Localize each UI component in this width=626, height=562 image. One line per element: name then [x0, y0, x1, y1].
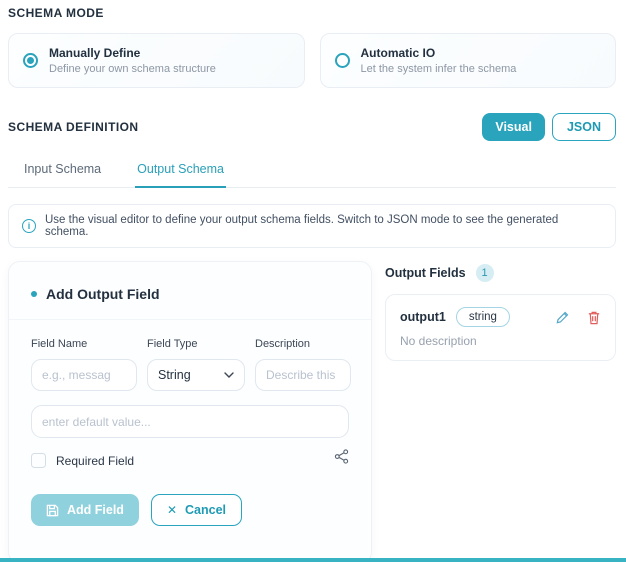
description-label: Description — [255, 338, 311, 350]
share-nodes-icon[interactable] — [334, 449, 349, 464]
info-banner: i Use the visual editor to define your o… — [8, 204, 616, 248]
schema-definition-header: SCHEMA DEFINITION Visual JSON — [8, 113, 616, 141]
output-fields-count-badge: 1 — [475, 264, 494, 282]
bottom-accent-bar — [0, 558, 626, 562]
mode-option-automatic-io[interactable]: Automatic IO Let the system infer the sc… — [319, 33, 616, 88]
radio-unselected-icon[interactable] — [334, 53, 350, 68]
view-mode-toggle: Visual JSON — [482, 113, 616, 141]
info-message: Use the visual editor to define your out… — [45, 214, 559, 238]
schema-mode-options: Manually Define Define your own schema s… — [8, 33, 616, 88]
schema-mode-title: SCHEMA MODE — [8, 6, 104, 20]
mode-option-description: Let the system infer the schema — [360, 63, 517, 75]
divider — [9, 319, 371, 320]
add-output-field-title: Add Output Field — [46, 286, 160, 302]
cancel-button-label: Cancel — [185, 503, 227, 517]
field-type-label: Field Type — [147, 338, 198, 350]
mode-option-manually-define[interactable]: Manually Define Define your own schema s… — [8, 33, 305, 88]
info-icon: i — [22, 219, 36, 233]
output-fields-title: Output Fields — [385, 266, 466, 280]
output-fields-panel: Output Fields 1 output1 string — [385, 261, 616, 562]
add-output-field-card: Add Output Field Field Name Field Type S… — [8, 261, 372, 562]
cancel-button[interactable]: ✕ Cancel — [150, 494, 243, 526]
edit-pencil-icon[interactable] — [555, 310, 570, 325]
field-type-value: String — [158, 368, 191, 382]
schema-tabs: Input Schema Output Schema — [8, 158, 616, 188]
required-field-checkbox[interactable] — [31, 453, 46, 468]
radio-selected-icon[interactable] — [23, 53, 38, 68]
field-name-input[interactable] — [31, 359, 137, 391]
tab-output-schema[interactable]: Output Schema — [135, 158, 226, 188]
schema-definition-title: SCHEMA DEFINITION — [8, 120, 139, 134]
required-field-label: Required Field — [56, 453, 135, 468]
mode-option-description: Define your own schema structure — [49, 63, 216, 75]
output-field-name: output1 — [400, 310, 446, 324]
required-field-row: Required Field — [31, 449, 349, 468]
description-input[interactable] — [255, 359, 351, 391]
close-icon: ✕ — [166, 503, 178, 517]
tab-input-schema[interactable]: Input Schema — [24, 162, 102, 176]
output-fields-header: Output Fields 1 — [385, 264, 616, 282]
output-field-type-badge: string — [455, 307, 510, 327]
add-field-button[interactable]: Add Field — [31, 494, 139, 526]
field-name-label: Field Name — [31, 338, 88, 350]
mode-option-label: Automatic IO — [360, 46, 436, 60]
default-value-input[interactable] — [31, 405, 349, 438]
delete-trash-icon[interactable] — [587, 310, 601, 325]
add-output-field-header: Add Output Field — [31, 286, 349, 302]
field-type-select[interactable]: String — [147, 359, 245, 391]
field-inputs-row: Field Name Field Type String Description — [31, 338, 351, 391]
add-field-button-label: Add Field — [67, 503, 124, 517]
visual-mode-button[interactable]: Visual — [482, 113, 545, 141]
bullet-dot-icon — [31, 291, 37, 297]
json-mode-button[interactable]: JSON — [551, 113, 616, 141]
output-field-description: No description — [400, 334, 477, 348]
save-icon — [46, 504, 59, 516]
mode-option-label: Manually Define — [49, 46, 141, 60]
output-field-item: output1 string — [385, 294, 616, 361]
form-actions: Add Field ✕ Cancel — [31, 494, 349, 526]
schema-editor-body: Add Output Field Field Name Field Type S… — [8, 261, 616, 562]
chevron-down-icon — [224, 372, 234, 378]
